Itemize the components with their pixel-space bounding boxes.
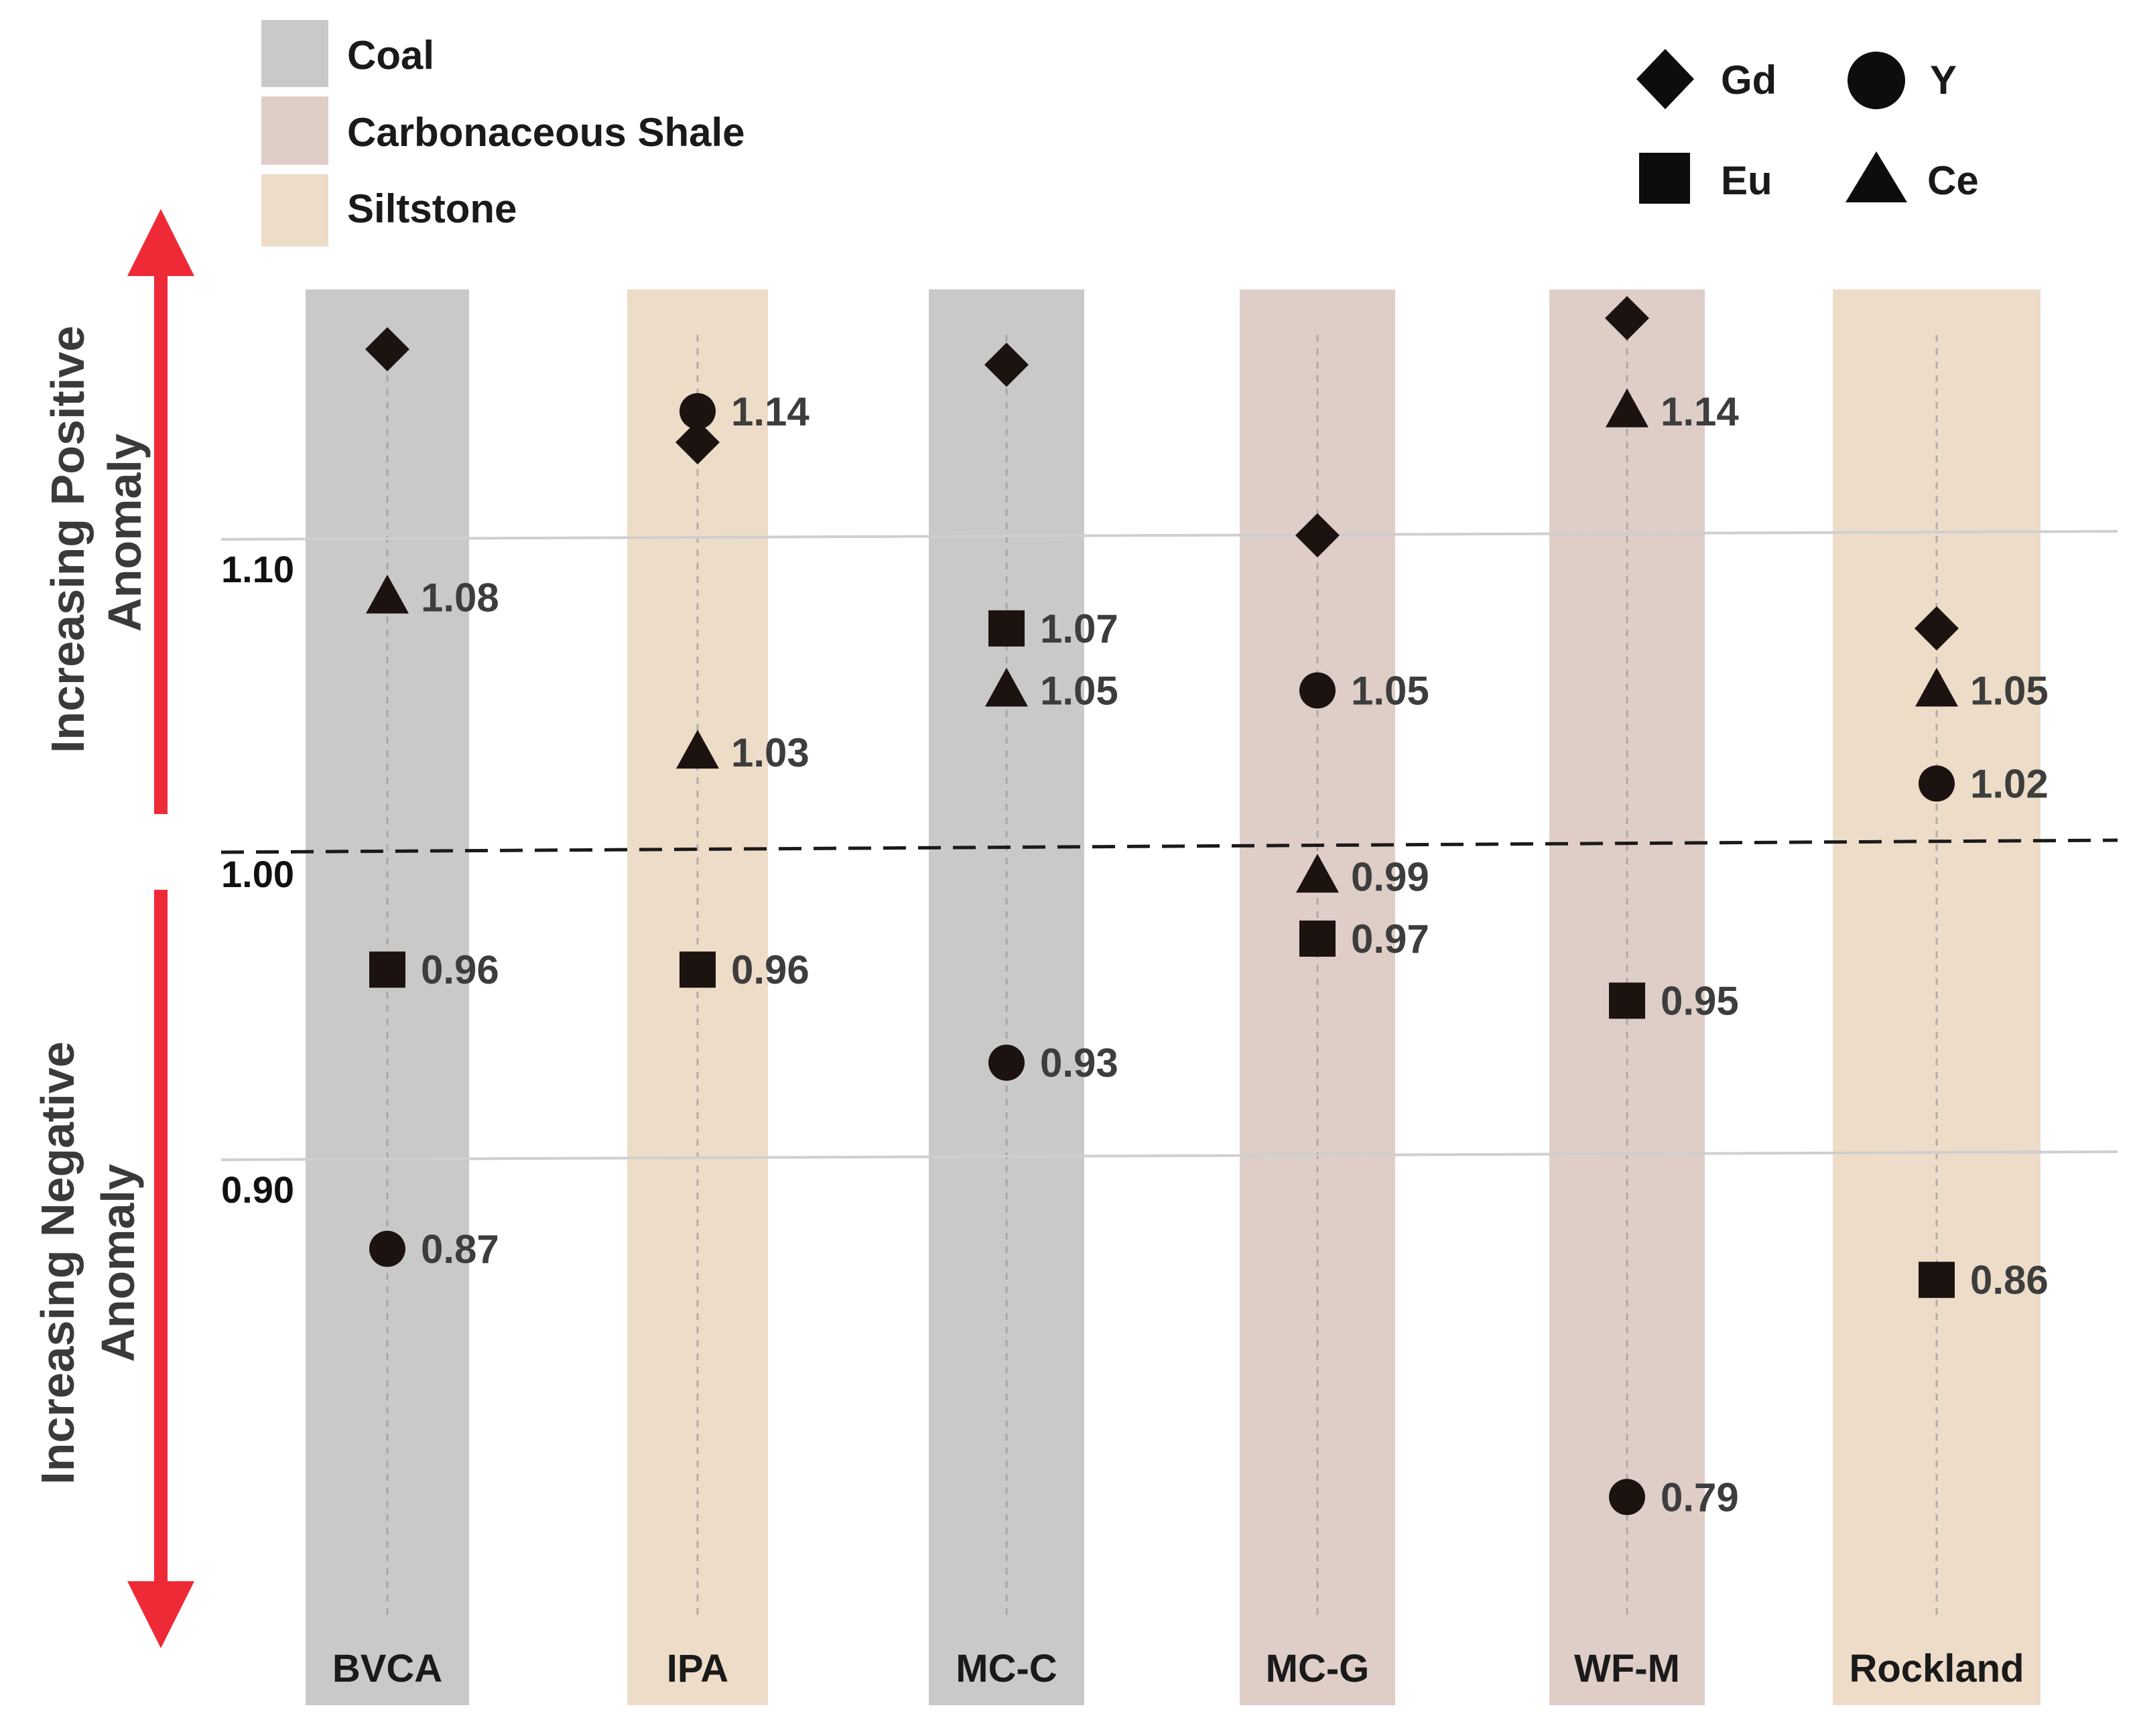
positive-anomaly-label-line2: Anomaly <box>99 433 151 632</box>
label-y-wf-m: 0.79 <box>1661 1475 1739 1520</box>
reference-line <box>220 838 2118 854</box>
point-ce-wf-m <box>1606 388 1648 427</box>
label-ce-mc-g: 0.99 <box>1351 854 1429 899</box>
point-y-bvca <box>369 1230 405 1267</box>
label-ce-bvca: 1.08 <box>421 576 499 620</box>
legend-square-icon <box>1639 153 1690 204</box>
data-points: 0.87 1.14 0.93 1.05 0.79 1.02 0.96 0.96 1.07 0.97… <box>365 295 2049 1520</box>
point-gd-bvca <box>365 327 409 372</box>
legend-triangle-icon <box>1846 151 1907 202</box>
legend-label-gd: Gd <box>1721 58 1776 103</box>
x-label-mc-c: MC-C <box>956 1647 1057 1690</box>
legend-label-ce: Ce <box>1927 158 1979 203</box>
label-ce-rockland: 1.05 <box>1970 669 2049 714</box>
label-eu-mc-g: 0.97 <box>1351 917 1429 961</box>
symbol-legend: Gd Y Eu Ce <box>1636 49 1979 204</box>
point-eu-ipa <box>680 951 716 988</box>
point-eu-mc-g <box>1299 920 1336 957</box>
point-ce-mc-c <box>985 667 1028 707</box>
point-ce-rockland <box>1915 667 1958 707</box>
point-y-mc-c <box>988 1045 1025 1081</box>
label-ce-mc-c: 1.05 <box>1040 669 1118 714</box>
label-eu-mc-c: 1.07 <box>1040 606 1118 651</box>
x-axis-categories: BVCA IPA MC-C MC-G WF-M Rockland <box>332 1647 2024 1690</box>
point-gd-mc-g <box>1295 513 1340 557</box>
label-y-bvca: 0.87 <box>421 1227 499 1272</box>
legend-label-carbonaceous-shale: Carbonaceous Shale <box>347 110 745 155</box>
positive-anomaly-label-line1: Increasing Positive <box>42 326 94 753</box>
legend-label-coal: Coal <box>347 33 434 78</box>
label-eu-bvca: 0.96 <box>421 947 499 992</box>
point-eu-mc-c <box>988 610 1025 647</box>
point-eu-rockland <box>1919 1262 1955 1298</box>
gridlines <box>220 530 2118 1161</box>
y-tick-1-00: 1.00 <box>221 853 294 895</box>
legend-label-y: Y <box>1930 58 1957 103</box>
point-ce-ipa <box>676 730 719 769</box>
y-axis-ticks: 1.10 1.00 0.90 <box>221 548 294 1211</box>
point-y-ipa <box>680 393 716 429</box>
label-y-rockland: 1.02 <box>1970 761 2049 806</box>
y-tick-1-10: 1.10 <box>221 548 294 590</box>
lithology-legend: Coal Carbonaceous Shale Siltstone <box>261 20 745 247</box>
label-y-mc-c: 0.93 <box>1040 1041 1118 1085</box>
legend-swatch-coal <box>261 20 328 87</box>
legend-swatch-siltstone <box>261 174 328 247</box>
gridline-1-10 <box>220 530 2118 541</box>
legend-swatch-carbonaceous-shale <box>261 96 328 165</box>
x-label-bvca: BVCA <box>332 1647 442 1690</box>
label-ce-ipa: 1.03 <box>731 730 810 775</box>
label-eu-rockland: 0.86 <box>1970 1258 2049 1303</box>
point-gd-wf-m <box>1605 295 1649 340</box>
gridline-0-90 <box>220 1150 2118 1161</box>
label-ce-wf-m: 1.14 <box>1661 389 1739 434</box>
y-tick-0-90: 0.90 <box>221 1169 294 1211</box>
x-label-rockland: Rockland <box>1849 1647 2024 1690</box>
legend-circle-icon <box>1848 52 1905 109</box>
point-ce-mc-g <box>1296 854 1339 893</box>
point-gd-mc-c <box>984 342 1029 387</box>
negative-anomaly-label-line1: Increasing Negative <box>31 1041 84 1484</box>
point-ce-bvca <box>366 574 409 614</box>
legend-diamond-icon <box>1636 49 1694 109</box>
point-y-mc-g <box>1299 672 1336 709</box>
lithology-bands <box>306 289 2041 1705</box>
label-eu-ipa: 0.96 <box>731 947 810 992</box>
legend-label-eu: Eu <box>1721 158 1772 203</box>
x-label-wf-m: WF-M <box>1574 1647 1680 1690</box>
point-gd-rockland <box>1915 606 1959 651</box>
label-y-ipa: 1.14 <box>731 389 810 434</box>
point-y-rockland <box>1919 765 1955 802</box>
point-eu-bvca <box>369 951 405 988</box>
label-y-mc-g: 1.05 <box>1351 669 1429 714</box>
point-eu-wf-m <box>1609 982 1645 1019</box>
label-eu-wf-m: 0.95 <box>1661 979 1739 1024</box>
legend-label-siltstone: Siltstone <box>347 186 517 231</box>
x-label-mc-g: MC-G <box>1266 1647 1370 1690</box>
x-label-ipa: IPA <box>667 1647 728 1690</box>
negative-anomaly-label-line2: Anomaly <box>92 1164 144 1362</box>
point-y-wf-m <box>1609 1479 1645 1516</box>
point-gd-ipa <box>675 420 720 465</box>
